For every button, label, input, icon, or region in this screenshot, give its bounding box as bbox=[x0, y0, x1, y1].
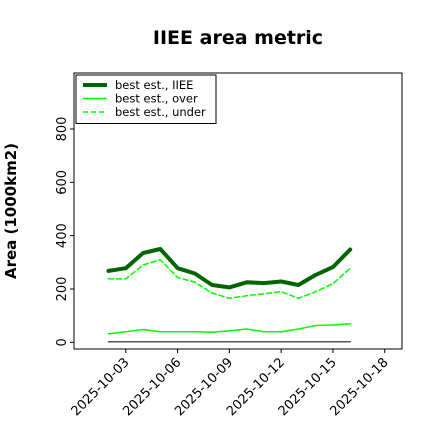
y-axis: 0 200 400 600 800 bbox=[55, 117, 74, 346]
y-tick-label: 200 bbox=[55, 277, 70, 302]
chart-title: IIEE area metric bbox=[153, 27, 323, 49]
legend-entry: best est., under bbox=[115, 105, 206, 119]
y-axis-label: Area (1000km2) bbox=[2, 143, 20, 279]
plot-area bbox=[106, 247, 353, 343]
x-axis: 2025-10-032025-10-062025-10-092025-10-12… bbox=[69, 349, 392, 419]
y-tick-label: 600 bbox=[55, 170, 70, 195]
y-tick-label: 400 bbox=[55, 223, 70, 248]
plot-frame bbox=[73, 72, 403, 350]
legend-entry: best est., IIEE bbox=[115, 78, 193, 92]
y-tick-label: 800 bbox=[55, 117, 70, 142]
series-line-2 bbox=[107, 258, 351, 300]
legend-entry: best est., over bbox=[115, 92, 198, 106]
series-line-0 bbox=[106, 247, 353, 290]
y-tick-label: 0 bbox=[55, 338, 70, 346]
series-line-1 bbox=[107, 322, 351, 335]
